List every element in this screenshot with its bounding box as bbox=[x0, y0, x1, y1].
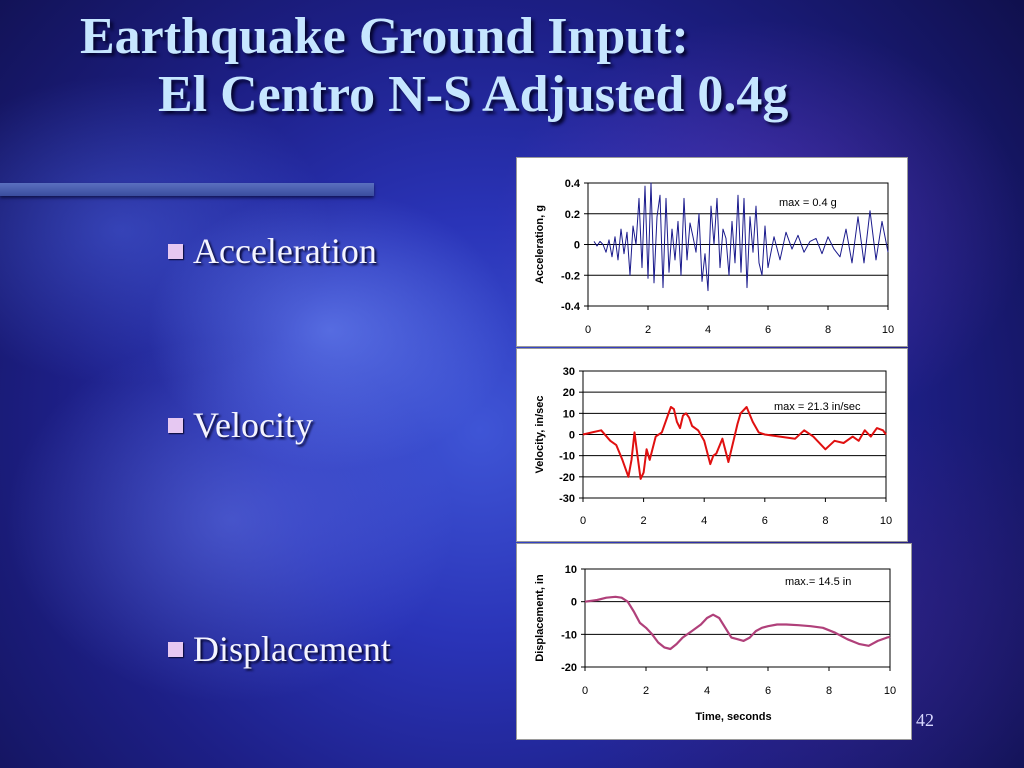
x-tick-label: 0 bbox=[580, 515, 586, 527]
max-annotation: max = 21.3 in/sec bbox=[774, 401, 861, 413]
bullet-displacement: Displacement bbox=[168, 628, 391, 670]
y-tick-label: 0 bbox=[569, 430, 575, 442]
slide-title-line1: Earthquake Ground Input: bbox=[80, 8, 689, 65]
velocity-chart: 30 20 10 0 -10 -20 -30 0 2 4 6 8 10 Velocity, in/sec m… bbox=[534, 366, 892, 527]
max-annotation: max.= 14.5 in bbox=[785, 576, 851, 588]
y-tick-label: 10 bbox=[565, 564, 577, 576]
slide-title-line2: El Centro N-S Adjusted 0.4g bbox=[158, 66, 789, 123]
y-tick-label: -10 bbox=[561, 629, 577, 641]
x-tick-label: 0 bbox=[585, 324, 591, 336]
x-tick-label: 2 bbox=[645, 324, 651, 336]
slide-number: 42 bbox=[916, 710, 934, 730]
plot-area bbox=[584, 568, 891, 668]
y-tick-label: 10 bbox=[563, 408, 575, 420]
y-tick-label: -0.4 bbox=[561, 301, 581, 313]
acceleration-chart-panel: 0.4 0.2 0 -0.2 -0.4 0 2 4 6 8 10 Acceleration, g max… bbox=[516, 157, 908, 347]
bullet-acceleration: Acceleration bbox=[168, 230, 377, 272]
acceleration-chart: 0.4 0.2 0 -0.2 -0.4 0 2 4 6 8 10 Acceleration, g max… bbox=[534, 178, 894, 336]
x-tick-label: 10 bbox=[884, 685, 896, 697]
plot-area bbox=[587, 182, 889, 307]
y-axis-label: Velocity, in/sec bbox=[534, 395, 546, 473]
x-tick-label: 8 bbox=[825, 324, 831, 336]
y-tick-label: 0.4 bbox=[565, 178, 581, 190]
x-tick-label: 8 bbox=[822, 515, 828, 527]
x-tick-label: 10 bbox=[880, 515, 892, 527]
y-tick-label: -30 bbox=[559, 493, 575, 505]
max-annotation: max = 0.4 g bbox=[779, 197, 837, 209]
y-tick-label: -20 bbox=[561, 662, 577, 674]
series-line bbox=[584, 595, 891, 651]
slide-title: Earthquake Ground Input: El Centro N-S A… bbox=[80, 8, 788, 124]
y-tick-label: -10 bbox=[559, 451, 575, 463]
x-tick-label: 6 bbox=[762, 515, 768, 527]
x-tick-label: 2 bbox=[641, 515, 647, 527]
y-tick-label: 20 bbox=[563, 387, 575, 399]
series-line bbox=[582, 406, 887, 480]
bullet-square-icon bbox=[168, 418, 183, 434]
series-line bbox=[593, 182, 889, 292]
bullet-square-icon bbox=[168, 244, 183, 260]
y-tick-label: -20 bbox=[559, 472, 575, 484]
x-tick-label: 8 bbox=[826, 685, 832, 697]
y-tick-label: 0.2 bbox=[565, 209, 580, 221]
x-tick-label: 6 bbox=[765, 324, 771, 336]
x-tick-label: 10 bbox=[882, 324, 894, 336]
displacement-chart-panel: 10 0 -10 -20 0 2 4 6 8 10 Displacement, in Time, se… bbox=[516, 543, 912, 740]
y-tick-label: 0 bbox=[571, 597, 577, 609]
x-tick-label: 4 bbox=[701, 515, 707, 527]
bullet-label: Displacement bbox=[193, 629, 391, 669]
bullet-label: Velocity bbox=[193, 405, 313, 445]
x-tick-label: 0 bbox=[582, 685, 588, 697]
x-axis-label: Time, seconds bbox=[695, 711, 771, 723]
y-axis-label: Displacement, in bbox=[534, 574, 546, 662]
x-tick-label: 4 bbox=[705, 324, 711, 336]
x-tick-label: 4 bbox=[704, 685, 710, 697]
y-tick-label: 0 bbox=[574, 240, 580, 252]
bullet-label: Acceleration bbox=[193, 231, 377, 271]
velocity-chart-panel: 30 20 10 0 -10 -20 -30 0 2 4 6 8 10 Velocity, in/sec m… bbox=[516, 348, 908, 542]
x-tick-label: 6 bbox=[765, 685, 771, 697]
bullet-square-icon bbox=[168, 642, 183, 658]
bullet-velocity: Velocity bbox=[168, 404, 313, 446]
y-tick-label: 30 bbox=[563, 366, 575, 378]
title-divider bbox=[0, 183, 374, 196]
x-tick-label: 2 bbox=[643, 685, 649, 697]
displacement-chart: 10 0 -10 -20 0 2 4 6 8 10 Displacement, in Time, se… bbox=[534, 564, 896, 723]
y-tick-label: -0.2 bbox=[561, 270, 580, 282]
y-axis-label: Acceleration, g bbox=[534, 205, 546, 284]
